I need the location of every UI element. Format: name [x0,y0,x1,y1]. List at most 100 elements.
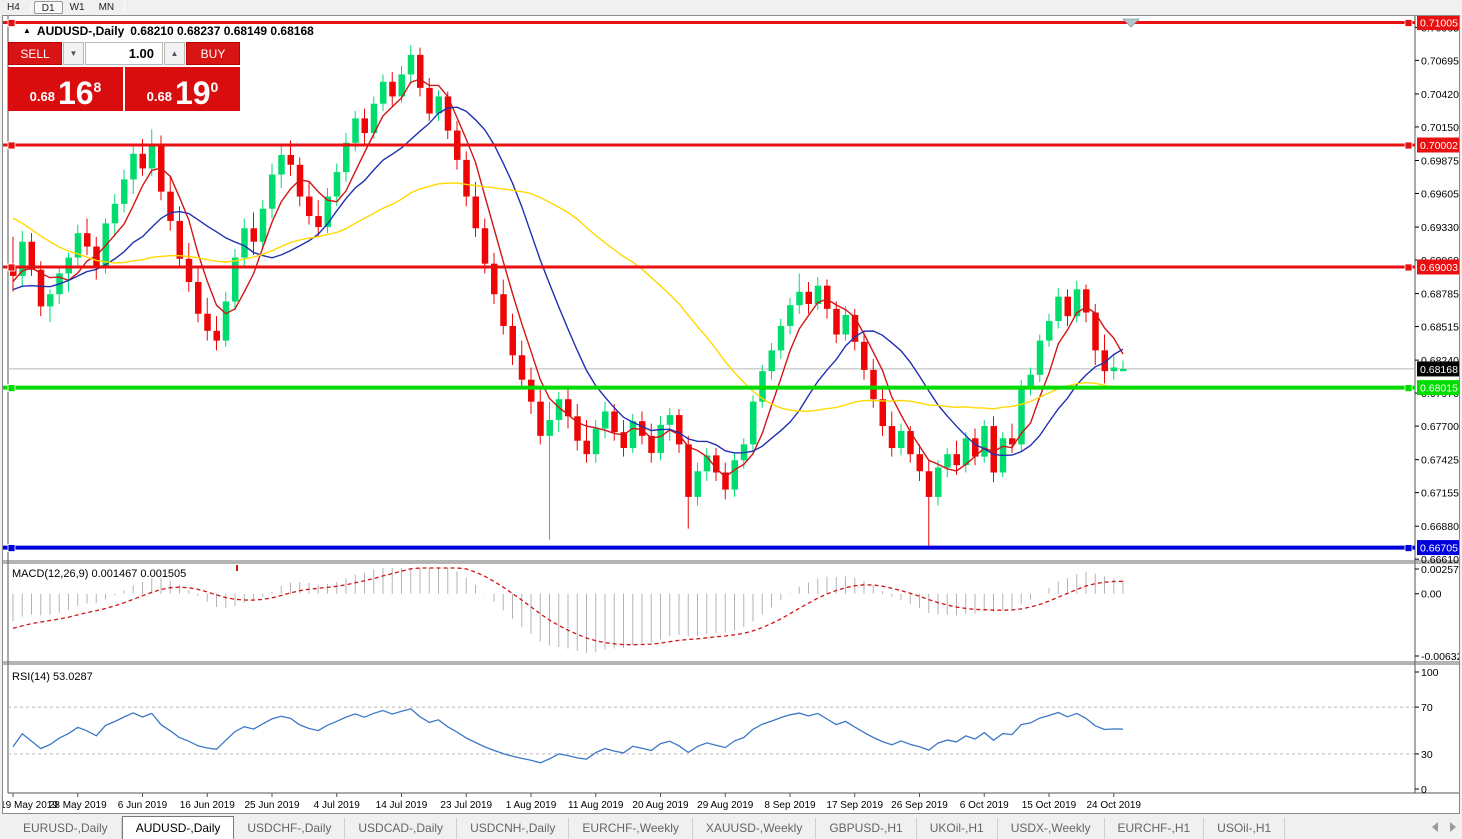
chart-window[interactable]: MACD(12,26,9) 0.001467 0.001505 RSI(14) … [2,15,1460,814]
sell-price-prefix: 0.68 [29,89,55,104]
hline-handle[interactable] [7,263,16,272]
hline-handle[interactable] [1404,263,1413,272]
chart-tabs-bar: EURUSD-,Daily AUDUSD-,Daily USDCHF-,Dail… [0,815,1462,839]
tab-xauusd-weekly[interactable]: XAUUSD-,Weekly [693,818,817,839]
sell-button[interactable]: SELL [8,42,62,65]
svg-text:4 Jul 2019: 4 Jul 2019 [314,800,361,811]
svg-text:0.68015: 0.68015 [1420,383,1458,395]
svg-text:26 Sep 2019: 26 Sep 2019 [891,800,948,811]
svg-text:14 Jul 2019: 14 Jul 2019 [376,800,428,811]
sell-price-pips: 16 [57,74,94,111]
price-badge: 0.71005 [1417,16,1459,31]
svg-text:0.67155: 0.67155 [1421,488,1459,500]
svg-text:100: 100 [1421,667,1439,679]
svg-text:0.69875: 0.69875 [1421,156,1459,168]
svg-text:25 Jun 2019: 25 Jun 2019 [244,800,299,811]
one-click-trade-panel: SELL ▼ 1.00 ▲ BUY 0.68 16 8 0.68 19 0 [8,42,240,111]
tab-eurchf-weekly[interactable]: EURCHF-,Weekly [569,818,693,839]
tab-gbpusd-h1[interactable]: GBPUSD-,H1 [816,818,917,839]
svg-text:8 Sep 2019: 8 Sep 2019 [764,800,816,811]
main-chart-svg[interactable]: MACD(12,26,9) 0.001467 0.001505 RSI(14) … [3,16,1459,813]
timeframe-d1-button[interactable]: D1 [33,1,63,14]
tab-scroll-controls [1432,822,1456,832]
timeframe-toolbar: H4 D1 W1 MN [0,0,1462,15]
collapse-triangle-icon[interactable]: ▲ [23,25,31,35]
macd-signal-line [12,567,1124,646]
svg-text:0.66610: 0.66610 [1421,554,1459,566]
tab-usdcad-daily[interactable]: USDCAD-,Daily [345,818,458,839]
svg-text:20 Aug 2019: 20 Aug 2019 [632,800,689,811]
timeframe-w1-button[interactable]: W1 [69,2,85,13]
price-badge: 0.69003 [1417,259,1459,275]
svg-text:0.68785: 0.68785 [1421,289,1459,301]
svg-text:0.70420: 0.70420 [1421,89,1459,101]
hline-handle[interactable] [1404,544,1413,552]
price-badge: 0.66705 [1417,540,1459,556]
timeframe-mn-button[interactable]: MN [98,2,115,13]
hline-handle[interactable] [1404,384,1413,393]
sell-price-point: 8 [93,79,102,95]
tab-usdx-weekly[interactable]: USDX-,Weekly [998,818,1105,839]
svg-text:0: 0 [1421,784,1427,796]
tab-eurusd-daily[interactable]: EURUSD-,Daily [10,818,122,839]
tab-eurchf-h1[interactable]: EURCHF-,H1 [1105,818,1205,839]
tab-usdcnh-daily[interactable]: USDCNH-,Daily [457,818,570,839]
rsi-indicator: 100 70 30 0 [8,667,1439,796]
svg-text:0.66880: 0.66880 [1421,521,1459,533]
moving-average-lines [12,78,1124,479]
toolbar-separator [124,2,126,13]
svg-text:0.68168: 0.68168 [1420,364,1458,376]
svg-text:0.002574: 0.002574 [1421,564,1459,576]
chart-title: ▲ AUDUSD-,Daily 0.68210 0.68237 0.68149 … [23,24,314,38]
svg-text:0.67425: 0.67425 [1421,455,1459,467]
buy-price-display[interactable]: 0.68 19 0 [125,67,240,111]
horizontal-line-objects [3,19,1415,552]
svg-text:-0.006326: -0.006326 [1421,651,1459,663]
svg-text:16 Jun 2019: 16 Jun 2019 [180,800,235,811]
svg-text:0.66705: 0.66705 [1420,543,1458,555]
line-anchor-marker [1122,18,1140,28]
tab-usoil-h1[interactable]: USOil-,H1 [1204,818,1286,839]
svg-text:70: 70 [1421,702,1433,714]
svg-text:24 Oct 2019: 24 Oct 2019 [1087,800,1142,811]
svg-text:28 May 2019: 28 May 2019 [49,800,107,811]
tab-scroll-right-icon[interactable] [1450,822,1456,832]
timeframe-h4-button[interactable]: H4 [7,2,20,13]
svg-text:0.00: 0.00 [1421,589,1442,601]
hline-handle[interactable] [7,141,16,150]
rsi-line [12,708,1124,764]
price-badge: 0.68168 [1417,361,1459,377]
price-badge: 0.70002 [1417,137,1459,153]
svg-text:30: 30 [1421,749,1433,761]
volume-increase-button[interactable]: ▲ [164,42,185,65]
buy-price-pips: 19 [174,74,211,111]
volume-decrease-button[interactable]: ▼ [63,42,84,65]
tab-usdchf-daily[interactable]: USDCHF-,Daily [234,818,346,839]
price-axis: 0.709650.706950.704200.701500.698750.696… [1415,22,1459,566]
hline-handle[interactable] [7,544,16,552]
svg-text:0.69003: 0.69003 [1420,262,1458,274]
hline-handle[interactable] [1404,19,1413,27]
rsi-label: RSI(14) 53.0287 [12,671,93,683]
hline-handle[interactable] [7,19,16,27]
candlestick-series [10,45,1127,549]
hline-handle[interactable] [7,384,16,393]
macd-indicator: 0.002574 0.00 -0.006326 [12,564,1459,663]
tab-audusd-daily[interactable]: AUDUSD-,Daily [121,816,235,839]
tab-ukoil-h1[interactable]: UKOil-,H1 [917,818,998,839]
volume-input[interactable]: 1.00 [85,42,163,65]
svg-text:0.68515: 0.68515 [1421,322,1459,334]
svg-text:0.70695: 0.70695 [1421,55,1459,67]
svg-text:11 Aug 2019: 11 Aug 2019 [568,800,624,811]
svg-text:19 May 2019: 19 May 2019 [3,800,58,811]
buy-button[interactable]: BUY [186,42,240,65]
toolbar-separator [29,2,31,13]
sell-price-display[interactable]: 0.68 16 8 [8,67,123,111]
hline-handle[interactable] [1404,141,1413,150]
tab-scroll-left-icon[interactable] [1432,822,1438,832]
svg-text:15 Oct 2019: 15 Oct 2019 [1022,800,1077,811]
svg-text:0.70150: 0.70150 [1421,122,1459,134]
svg-text:0.67700: 0.67700 [1421,421,1459,433]
